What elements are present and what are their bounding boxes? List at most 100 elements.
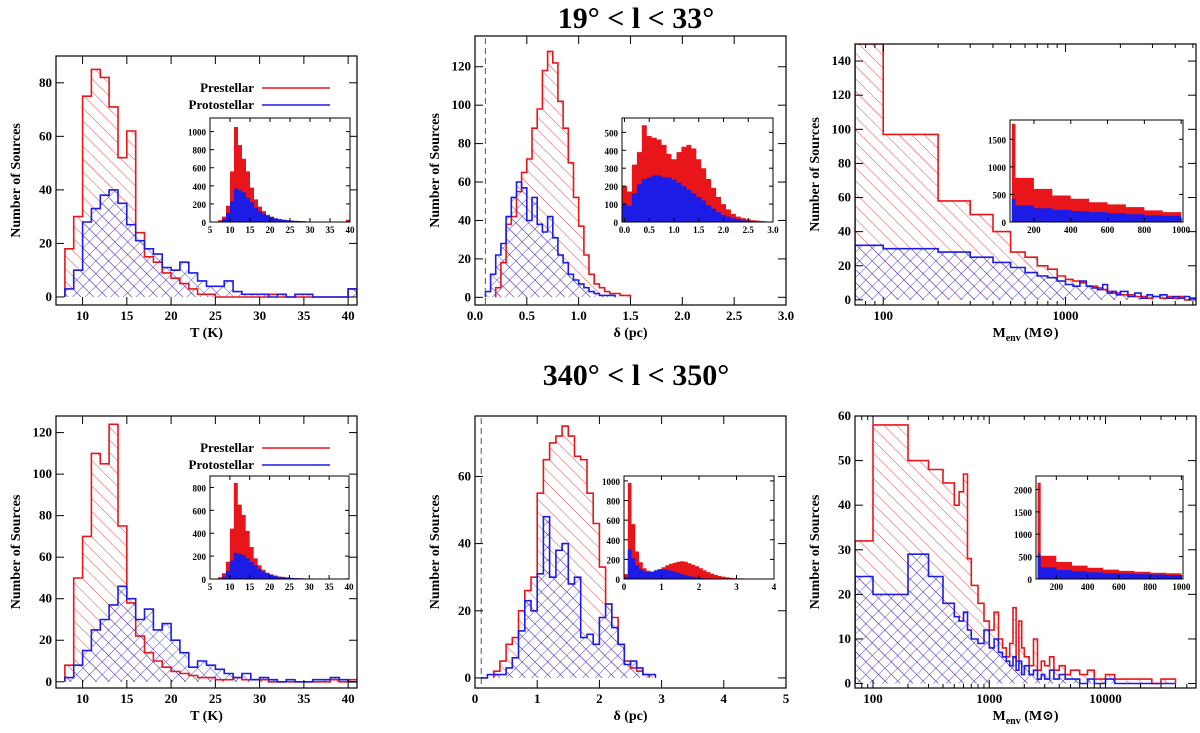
protostellar-hatch-fill-cross [64,586,357,682]
inset-protostellar-filled [218,188,350,222]
inset-protostellar-filled [1037,553,1182,579]
x-tick-label: 0.5 [519,308,536,323]
x-tick-label: 25 [285,582,295,592]
x-tick-label: 5 [783,691,790,706]
y-tick-label: 400 [193,529,207,539]
row-title-top: 19° < l < 33° [558,2,715,35]
x-axis-label-part: (M [1021,326,1042,341]
inset-prestellar-filled [1011,123,1182,222]
chart-top-size: 0 20 40 60 80 100 120 0.0 0.5 1.0 1.5 2.0 2.5 3.0 δ (p… [428,35,794,341]
y-tick-label: 0 [1002,218,1007,228]
legend: Prestellar Protostellar [189,440,330,472]
y-tick-label: 500 [1019,553,1033,563]
y-tick-label: 800 [607,497,621,507]
x-tick-label: 2.5 [726,308,743,323]
y-tick-label: 20 [39,632,52,647]
protostellar-hatch-fill-cross [855,554,1176,684]
x-tick-label: 1.5 [622,308,639,323]
inset-prestellar-filled [217,482,349,579]
y-tick-label: 40 [458,212,471,227]
x-tick-label: 4 [772,582,777,592]
y-tick-label: 0 [465,670,472,685]
legend-label-protostellar: Protostellar [189,457,255,472]
x-axis-label: T (K) [190,326,223,341]
y-tick-label: 60 [838,190,851,205]
legend-label-protostellar: Protostellar [189,97,255,112]
x-tick-label: 3 [658,691,665,706]
protostellar-hatch-fill-cross [485,182,615,298]
x-tick-label: 5 [208,582,213,592]
x-tick-label: 20 [266,225,276,235]
plot-area [481,425,657,679]
legend-label-prestellar: Prestellar [200,80,254,95]
y-tick-label: 100 [832,121,852,136]
x-tick-label: 4 [721,691,728,706]
y-tick-label: 0 [614,218,619,228]
y-tick-label: 0 [616,575,621,585]
inset-top-mass: 0 500 1000 1500 200 400 600 800 1000 [988,119,1191,235]
y-tick-label: 80 [838,155,851,170]
x-axis-label-part: ⊙ [1042,709,1054,724]
y-tick-label: 40 [39,182,52,197]
x-tick-label: 15 [120,308,134,323]
plot-area [855,424,1177,685]
prestellar-histogram [494,50,632,298]
x-tick-label: 800 [1138,225,1152,235]
x-tick-label: 10 [225,582,235,592]
x-tick-label: 2.0 [674,308,690,323]
x-tick-label: 0.0 [619,225,631,235]
inset-frame [209,475,350,580]
y-axis-label: Number of Sources [428,113,443,228]
y-tick-label: 80 [39,75,52,90]
x-axis-label-part: ⊙ [1042,326,1054,341]
x-tick-label: 3 [734,582,739,592]
x-tick-label: 2 [596,691,603,706]
y-tick-label: 600 [607,516,621,526]
x-tick-label: 1000 [1172,582,1191,592]
y-tick-label: 1500 [1014,508,1033,518]
protostellar-histogram [481,515,657,679]
y-tick-label: 0 [1028,575,1033,585]
x-tick-label: 0 [472,691,479,706]
y-tick-label: 100 [452,97,472,112]
y-tick-label: 30 [838,542,851,557]
x-tick-label: 30 [305,582,315,592]
axes-frame [55,415,358,689]
y-axis-label: Number of Sources [9,494,24,609]
y-tick-label: 60 [458,468,471,483]
inset-plot-area [1011,123,1182,222]
plot-area [855,44,1196,301]
x-tick-label: 0.0 [467,308,483,323]
y-tick-label: 0 [202,575,207,585]
x-tick-label: 200 [1027,225,1041,235]
protostellar-histogram [484,181,616,298]
protostellar-hatch-fill-cross [64,189,357,297]
x-axis-label-part: M [992,709,1005,724]
y-tick-label: 100 [33,466,53,481]
y-tick-label: 40 [838,224,851,239]
y-axis-label: Number of Sources [9,123,24,238]
x-tick-label: 20 [165,691,178,706]
x-tick-label: 35 [297,308,311,323]
inset-bottom-temperature: 0 200 400 600 800 5 10 15 20 25 30 35 40 [193,475,354,592]
y-tick-label: 20 [458,603,471,618]
y-tick-label: 200 [605,182,619,192]
x-tick-label: 25 [286,225,296,235]
y-tick-label: 0 [845,292,852,307]
x-axis-label-part: env [1006,333,1021,344]
y-tick-label: 2000 [1014,485,1033,495]
inset-prestellar-filled [218,127,350,222]
inset-protostellar-filled [1011,198,1182,222]
x-tick-label: 30 [253,691,266,706]
x-tick-label: 1.5 [693,225,705,235]
y-tick-label: 1000 [1014,530,1033,540]
y-tick-label: 1500 [988,135,1007,145]
x-tick-label: 400 [1081,582,1095,592]
y-tick-label: 120 [832,87,852,102]
y-tick-label: 100 [605,200,619,210]
y-tick-label: 40 [458,536,471,551]
y-tick-label: 300 [605,164,619,174]
x-tick-label: 10 [226,225,236,235]
x-tick-label: 400 [1064,225,1078,235]
